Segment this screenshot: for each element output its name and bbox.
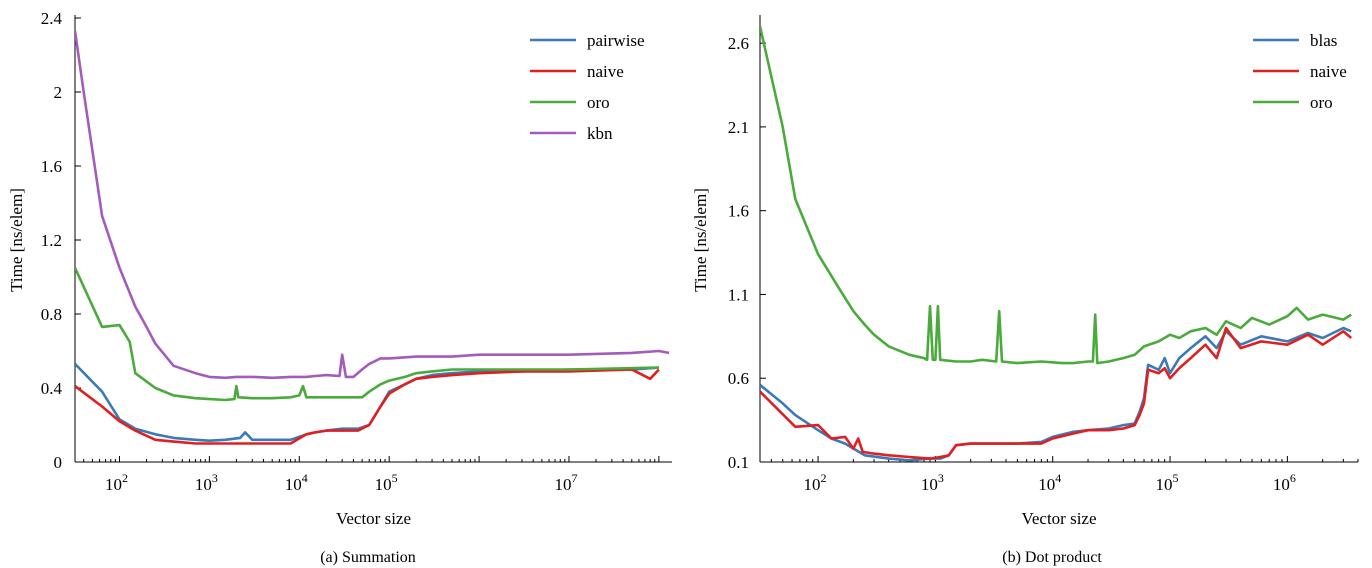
x-axis-title: Vector size (336, 509, 411, 528)
legend-label-naive: naive (587, 62, 624, 81)
x-tick-label: 104 (285, 471, 308, 494)
y-tick-label: 1.1 (728, 285, 749, 304)
series-line-kbn (75, 30, 670, 380)
y-tick-label: 1.6 (41, 157, 62, 176)
series-line-oro (75, 267, 659, 402)
series-line-oro (760, 26, 1352, 365)
x-tick-label: 106 (1273, 471, 1296, 494)
legend-label-oro: oro (1310, 93, 1333, 112)
y-tick-label: 2.1 (728, 118, 749, 137)
y-tick-label: 2 (54, 83, 63, 102)
caption-b: (b) Dot product (1002, 549, 1102, 566)
x-tick-label: 107 (554, 471, 577, 494)
x-tick-label: 103 (921, 471, 944, 494)
y-tick-label: 0 (54, 453, 63, 472)
x-tick-label: 103 (195, 471, 218, 494)
series-line-pairwise (75, 362, 659, 443)
legend-label-pairwise: pairwise (587, 31, 645, 50)
caption-a: (a) Summation (320, 549, 416, 566)
y-tick-label: 1.2 (41, 231, 62, 250)
x-tick-label: 102 (105, 471, 128, 494)
legend-label-naive: naive (1310, 62, 1347, 81)
summation-chart: 0 0.4 0.8 1.2 1.6 2 2.4 102 103 104 105 107 Vector s… (7, 9, 672, 528)
y-axis-title: Time [ns/elem] (691, 188, 710, 292)
x-tick-label: 102 (804, 471, 827, 494)
x-tick-label: 104 (1038, 471, 1061, 494)
y-tick-label: 2.4 (41, 9, 63, 28)
x-tick-label: 105 (1156, 471, 1179, 494)
y-axis-title: Time [ns/elem] (7, 188, 26, 292)
legend-label-blas: blas (1310, 31, 1337, 50)
dot-product-chart: 0.1 0.6 1.1 1.6 2.1 2.6 102 103 104 105 106 Vector … (691, 15, 1359, 528)
y-tick-label: 0.1 (728, 453, 749, 472)
x-tick-label: 105 (375, 471, 398, 494)
series-line-naive (760, 326, 1353, 460)
y-tick-label: 2.6 (728, 34, 749, 53)
y-tick-label: 0.8 (41, 305, 62, 324)
y-tick-label: 0.4 (41, 379, 63, 398)
legend-label-oro: oro (587, 93, 610, 112)
x-axis-title: Vector size (1021, 509, 1096, 528)
y-tick-label: 1.6 (728, 202, 749, 221)
y-tick-label: 0.6 (728, 369, 749, 388)
legend-label-kbn: kbn (587, 124, 613, 143)
series-line-naive (75, 368, 660, 445)
